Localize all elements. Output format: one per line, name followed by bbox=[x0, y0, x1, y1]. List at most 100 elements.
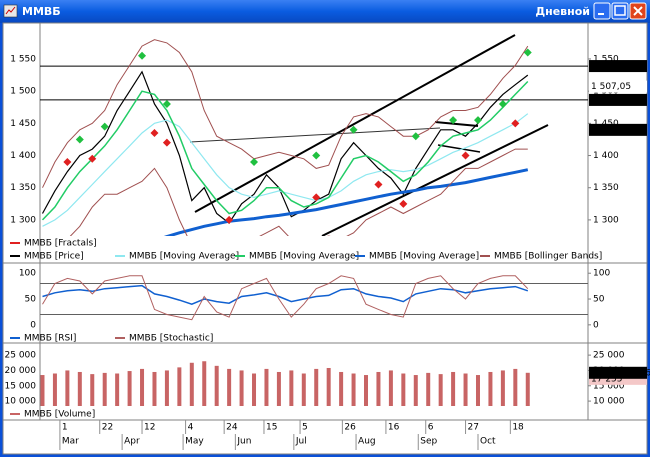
volume-pane bbox=[40, 361, 530, 406]
volume-bar bbox=[376, 371, 381, 406]
maximize-button[interactable] bbox=[611, 2, 629, 20]
y-tick-label-left: 1 400 bbox=[10, 151, 36, 161]
fractal-marker bbox=[349, 125, 358, 134]
x-tick-label: 12 bbox=[144, 423, 155, 433]
legend-label: ММВБ [Price] bbox=[24, 252, 84, 262]
y-tick-label-right: 1 400 bbox=[593, 151, 619, 161]
x-tick-label: 5 bbox=[302, 423, 308, 433]
legend-label: ММВБ [Stochastic] bbox=[129, 334, 213, 344]
x-tick-label: 27 bbox=[468, 423, 479, 433]
y-tick-label-left: 15 000 bbox=[5, 381, 37, 391]
volume-bar bbox=[40, 375, 45, 406]
y-tick-label-left: 10 000 bbox=[5, 397, 37, 407]
minimize-button[interactable] bbox=[593, 2, 611, 20]
y-tick-label-right: 25 000 bbox=[593, 351, 625, 361]
volume-bar bbox=[413, 375, 418, 406]
app-icon-graph bbox=[5, 6, 16, 15]
y-tick-label-left: 1 300 bbox=[10, 215, 36, 225]
volume-label-box bbox=[589, 366, 647, 379]
y-tick-label-left: 25 000 bbox=[5, 351, 37, 361]
price-label-box bbox=[589, 80, 647, 93]
fractal-marker bbox=[523, 48, 532, 57]
volume-bar bbox=[326, 367, 331, 406]
fractal-marker bbox=[162, 138, 171, 147]
price-pane bbox=[40, 39, 588, 236]
legend-label: ММВБ [Moving Average] bbox=[249, 252, 359, 262]
month-label: Aug bbox=[358, 437, 376, 447]
price-label-box bbox=[589, 123, 647, 136]
legend-label: ММВБ [Fractals] bbox=[24, 239, 97, 249]
x-tick-label: 1 bbox=[62, 423, 68, 433]
volume-bar bbox=[339, 371, 344, 406]
volume-bar bbox=[115, 373, 120, 406]
volume-bar bbox=[513, 368, 518, 406]
fractal-marker bbox=[75, 135, 84, 144]
legend-label: ММВБ [Bollinger Bands] bbox=[494, 252, 602, 262]
series-line bbox=[69, 148, 528, 236]
volume-bar bbox=[202, 361, 207, 406]
x-tick-label: 6 bbox=[428, 423, 434, 433]
y-tick-label-left: 20 000 bbox=[5, 366, 37, 376]
window-title: ММВБ bbox=[22, 5, 61, 18]
volume-bar bbox=[164, 370, 169, 406]
close-button[interactable] bbox=[629, 2, 647, 20]
volume-bar bbox=[525, 372, 530, 406]
title-bar bbox=[0, 0, 650, 23]
price-label: 1538.97620 bbox=[591, 62, 646, 72]
volume-bar bbox=[438, 374, 443, 406]
month-label: Sep bbox=[420, 437, 437, 447]
volume-bar bbox=[102, 372, 107, 406]
volume-bar bbox=[127, 371, 132, 406]
volume-bar bbox=[227, 368, 232, 406]
fractal-marker bbox=[312, 151, 321, 160]
month-label: Apr bbox=[124, 437, 140, 447]
fractal-marker bbox=[225, 215, 234, 224]
price-label: 1 507,05 bbox=[591, 82, 631, 92]
legend-label: ММВБ [RSI] bbox=[24, 334, 76, 344]
y-tick-label-left: 0 bbox=[30, 320, 36, 330]
volume-bar bbox=[426, 372, 431, 406]
price-label: 1439.88273 bbox=[591, 125, 645, 135]
volume-bar bbox=[177, 367, 182, 406]
volume-bar bbox=[314, 368, 319, 406]
volume-bar bbox=[214, 365, 219, 406]
oscillator-pane bbox=[40, 275, 588, 321]
fractal-marker bbox=[498, 100, 507, 109]
volume-bar bbox=[189, 362, 194, 406]
volume-bar bbox=[351, 373, 356, 406]
volume-bar bbox=[500, 370, 505, 406]
volume-bar bbox=[264, 368, 269, 406]
volume-bar bbox=[388, 370, 393, 406]
trend-line bbox=[194, 34, 516, 213]
series-line bbox=[163, 168, 529, 236]
y-tick-label-left: 100 bbox=[19, 269, 36, 279]
volume-bar bbox=[401, 373, 406, 406]
volume-bar bbox=[140, 368, 145, 406]
volume-label: 19232.64706 bbox=[591, 368, 650, 378]
volume-label: 17 255 bbox=[591, 374, 623, 384]
price-label-box bbox=[589, 93, 647, 106]
series-line bbox=[42, 113, 529, 227]
volume-bar bbox=[451, 371, 456, 406]
period-label: Дневной bbox=[535, 5, 590, 18]
series-line bbox=[41, 70, 529, 224]
volume-bar bbox=[289, 370, 294, 406]
chart-area bbox=[2, 22, 648, 455]
x-tick-label: 26 bbox=[344, 423, 356, 433]
fractal-marker bbox=[63, 157, 72, 166]
month-label: May bbox=[185, 437, 204, 447]
y-tick-label-right: 15 000 bbox=[593, 381, 625, 391]
y-tick-label-right: 1 450 bbox=[593, 119, 619, 129]
series-line bbox=[42, 284, 529, 306]
y-tick-label-left: 1 500 bbox=[10, 87, 36, 97]
fractal-marker bbox=[374, 180, 383, 189]
month-label: Mar bbox=[62, 437, 79, 447]
trend-line bbox=[437, 144, 481, 153]
trend-line bbox=[434, 121, 479, 127]
volume-bar bbox=[52, 373, 57, 406]
trend-line bbox=[189, 127, 441, 143]
volume-bar bbox=[252, 373, 257, 406]
fractal-marker bbox=[411, 132, 420, 141]
